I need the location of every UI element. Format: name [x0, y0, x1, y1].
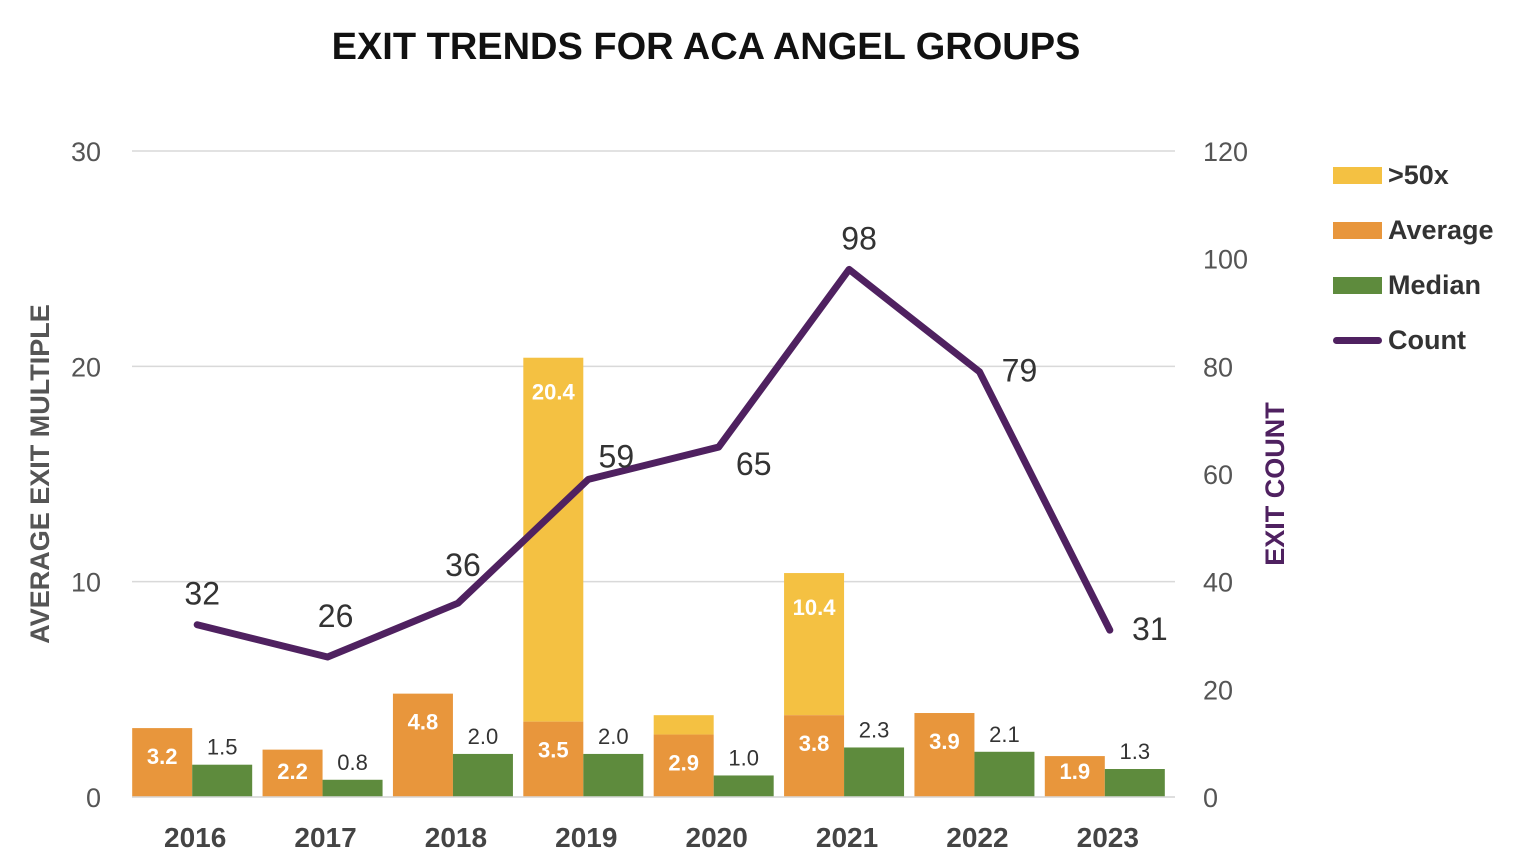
legend-item: Average: [1333, 203, 1494, 258]
bar-average: [914, 713, 975, 797]
count-point: [1108, 629, 1111, 632]
bar-label-over-50x: 10.4: [793, 595, 837, 620]
bar-label-average: 4.8: [408, 710, 439, 735]
bar-label-median: 1.0: [728, 745, 759, 770]
count-line: [193, 265, 1114, 661]
legend-label: Median: [1388, 270, 1482, 300]
bar-label-average: 3.9: [929, 729, 960, 754]
bar-average: [653, 734, 714, 797]
count-point: [978, 370, 981, 373]
count-label: 59: [599, 438, 635, 474]
bar-median: [1104, 769, 1165, 797]
bar-label-average: 2.2: [277, 759, 308, 784]
count-point: [326, 656, 329, 659]
bar-over-50x: [784, 573, 845, 716]
y2-tick-label: 40: [1203, 568, 1233, 598]
legend-item: Median: [1333, 258, 1494, 313]
bar-label-median: 1.3: [1120, 739, 1151, 764]
count-label: 31: [1132, 611, 1168, 647]
x-tick-label: 2021: [816, 822, 878, 853]
chart-title: EXIT TRENDS FOR ACA ANGEL GROUPS: [331, 26, 1081, 68]
bar-average: [132, 728, 193, 797]
count-point: [196, 623, 199, 626]
bar-average: [523, 721, 584, 797]
bar-label-average: 3.8: [799, 731, 830, 756]
bar-label-median: 1.5: [207, 735, 238, 760]
legend-item: Count: [1333, 313, 1494, 368]
bar-label-average: 2.9: [668, 751, 699, 776]
x-tick-label: 2019: [555, 822, 617, 853]
y2-tick-label: 20: [1203, 675, 1233, 705]
legend: >50x Average Median Count: [1333, 148, 1494, 368]
bar-label-median: 2.0: [598, 724, 629, 749]
count-label: 98: [841, 220, 877, 256]
legend-label: >50x: [1388, 160, 1449, 190]
legend-swatch: [1333, 277, 1382, 294]
bar-over-50x: [653, 715, 714, 735]
bar-label-over-50x: 20.4: [532, 380, 576, 405]
legend-item: >50x: [1333, 148, 1494, 203]
y2-tick-label: 0: [1203, 783, 1218, 813]
y-tick-label: 0: [86, 783, 101, 813]
x-tick-label: 2017: [294, 822, 356, 853]
bar-average: [1044, 756, 1105, 797]
count-point: [587, 478, 590, 481]
y-axis-label: AVERAGE EXIT MULTIPLE: [25, 304, 55, 644]
bar-average: [392, 693, 453, 797]
x-tick-label: 2016: [164, 822, 226, 853]
y-tick-label: 30: [71, 137, 101, 167]
legend-label: Count: [1388, 325, 1466, 355]
bar-label-average: 3.2: [147, 744, 178, 769]
y2-axis-label: EXIT COUNT: [1260, 402, 1290, 566]
bar-median: [844, 747, 905, 797]
y2-tick-label: 80: [1203, 352, 1233, 382]
count-point: [848, 268, 851, 271]
count-point: [717, 446, 720, 449]
count-label: 32: [184, 576, 220, 612]
bar-label-average: 1.9: [1060, 759, 1091, 784]
y2-tick-label: 120: [1203, 137, 1248, 167]
bar-median: [192, 764, 253, 797]
count-label: 36: [445, 547, 481, 583]
bar-median: [452, 753, 513, 797]
bar-median: [322, 779, 383, 797]
y2-tick-label: 100: [1203, 245, 1248, 275]
x-tick-label: 2020: [686, 822, 748, 853]
count-label: 65: [736, 446, 772, 482]
bar-median: [583, 753, 644, 797]
legend-swatch: [1333, 167, 1382, 184]
bar-median: [974, 751, 1035, 797]
x-tick-label: 2018: [425, 822, 487, 853]
bar-label-median: 0.8: [337, 750, 368, 775]
bar-average: [784, 715, 845, 797]
bar-median: [713, 775, 774, 797]
count-point: [456, 602, 459, 605]
legend-swatch: [1333, 337, 1382, 344]
legend-label: Average: [1388, 215, 1494, 245]
y-tick-label: 10: [71, 568, 101, 598]
bar-label-median: 2.0: [468, 724, 499, 749]
legend-swatch: [1333, 222, 1382, 239]
bar-label-median: 2.1: [989, 722, 1020, 747]
x-tick-label: 2022: [946, 822, 1008, 853]
bar-average: [262, 749, 323, 797]
bar-label-median: 2.3: [859, 717, 890, 742]
y2-tick-label: 60: [1203, 460, 1233, 490]
count-label: 26: [318, 598, 354, 634]
bar-over-50x: [523, 357, 584, 722]
bar-label-average: 3.5: [538, 738, 569, 763]
count-label: 79: [1002, 353, 1038, 389]
x-tick-label: 2023: [1077, 822, 1139, 853]
y-tick-label: 20: [71, 352, 101, 382]
